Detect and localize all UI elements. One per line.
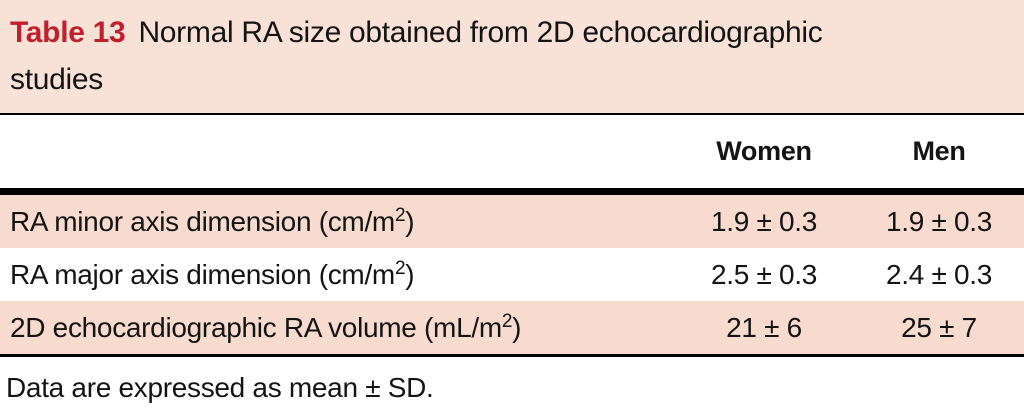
table-caption-text: Table 13 Normal RA size obtained from 2D … [10, 9, 910, 103]
table-title: Normal RA size obtained from 2D echocard… [10, 16, 823, 96]
table-body: RA minor axis dimension (cm/m2) 1.9 ± 0.… [0, 195, 1024, 357]
row-label: 2D echocardiographic RA volume (mL/m2) [0, 312, 684, 344]
row-label-close: ) [405, 258, 415, 290]
table-row-ra-minor-axis: RA minor axis dimension (cm/m2) 1.9 ± 0.… [0, 195, 1024, 248]
table-caption: Table 13 Normal RA size obtained from 2D … [0, 0, 1024, 113]
cell-women-value: 1.9 ± 0.3 [710, 205, 818, 237]
table-header-row: Women Men [0, 113, 1024, 195]
row-label-text: 2D echocardiographic RA volume (mL/m [10, 311, 502, 343]
table-footnote: Data are expressed as mean ± SD. [0, 357, 1024, 404]
row-label-superscript: 2 [394, 204, 406, 226]
cell-women-value: 2.5 ± 0.3 [710, 258, 818, 290]
row-label: RA minor axis dimension (cm/m2) [0, 206, 684, 238]
cell-women-value: 21 ± 6 [726, 311, 802, 343]
table-row-ra-volume: 2D echocardiographic RA volume (mL/m2) 2… [0, 301, 1024, 354]
row-label-superscript: 2 [501, 310, 513, 332]
column-header-women: Women [716, 136, 812, 166]
row-label-text: RA major axis dimension (cm/m [10, 258, 395, 290]
data-table: Women Men RA minor axis dimension (cm/m2… [0, 113, 1024, 357]
row-label-close: ) [405, 205, 415, 237]
row-label: RA major axis dimension (cm/m2) [0, 259, 684, 291]
table-number: Table 13 [10, 16, 126, 49]
cell-men-value: 2.4 ± 0.3 [885, 258, 993, 290]
row-label-close: ) [512, 311, 522, 343]
row-label-text: RA minor axis dimension (cm/m [10, 205, 395, 237]
cell-men-value: 1.9 ± 0.3 [885, 205, 993, 237]
cell-men-value: 25 ± 7 [901, 311, 977, 343]
column-header-men: Men [912, 136, 966, 166]
table-row-ra-major-axis: RA major axis dimension (cm/m2) 2.5 ± 0.… [0, 248, 1024, 301]
row-label-superscript: 2 [394, 257, 406, 279]
